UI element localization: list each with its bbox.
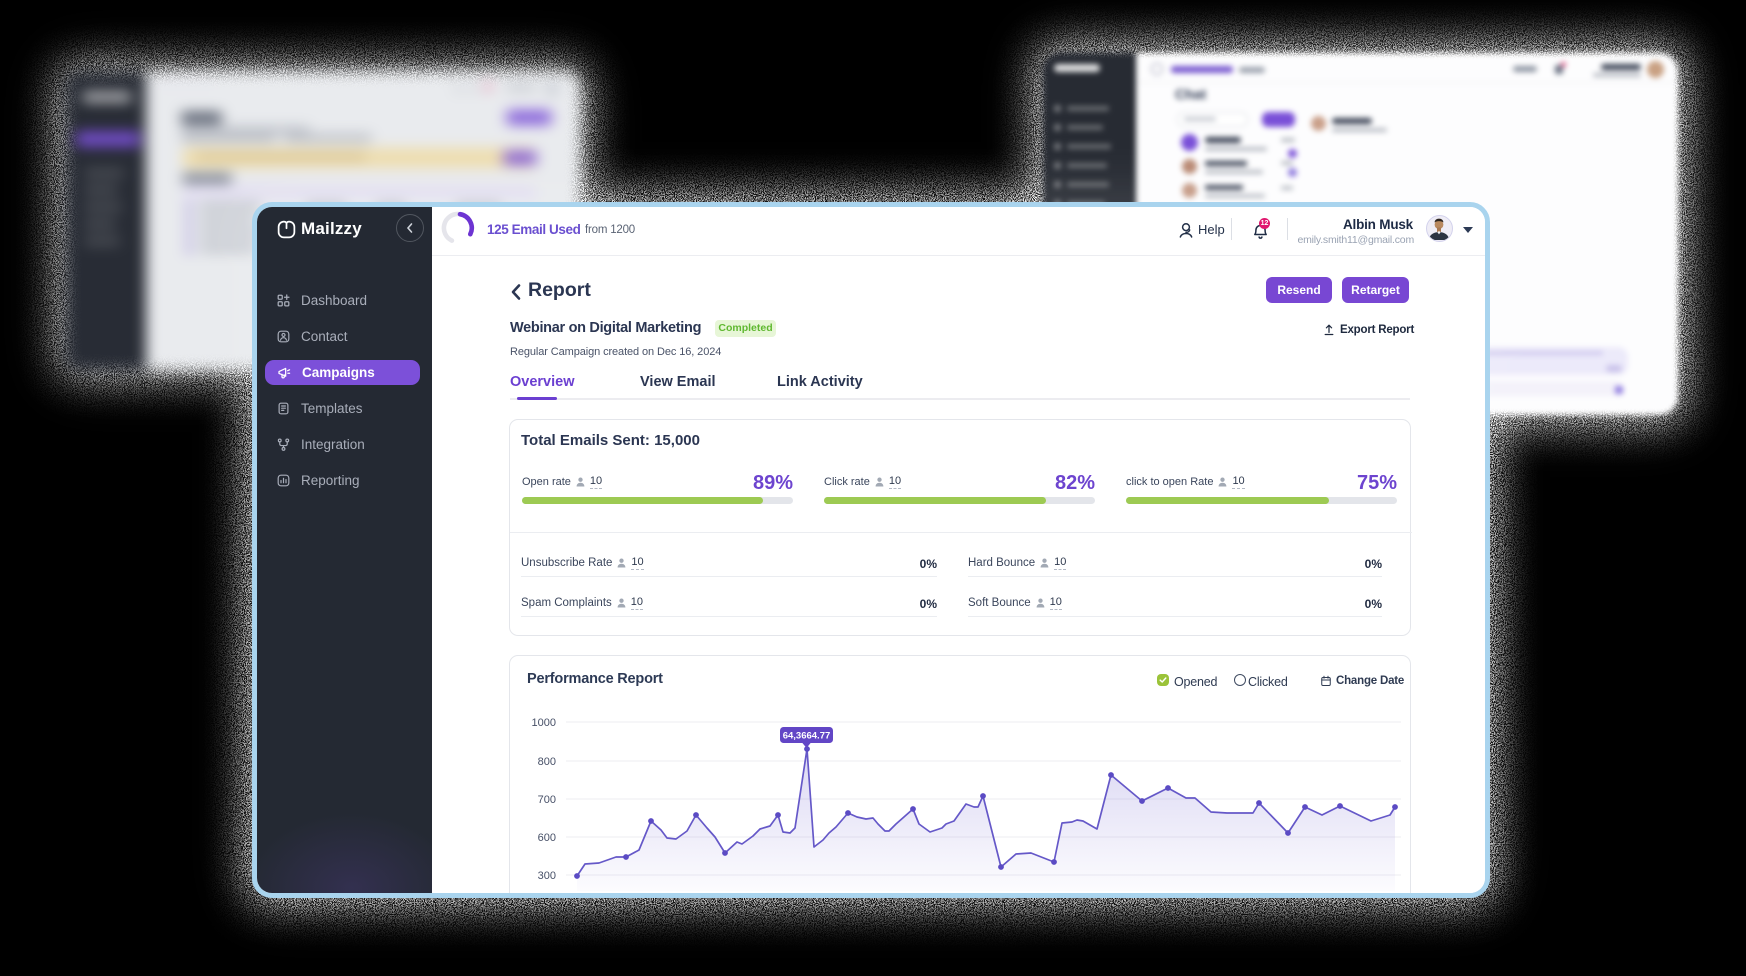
- svg-text:700: 700: [538, 794, 556, 806]
- svg-text:64,3664.77: 64,3664.77: [783, 731, 831, 742]
- svg-text:1000: 1000: [532, 717, 556, 729]
- svg-text:800: 800: [538, 756, 556, 768]
- svg-text:300: 300: [538, 870, 556, 882]
- svg-text:600: 600: [538, 832, 556, 844]
